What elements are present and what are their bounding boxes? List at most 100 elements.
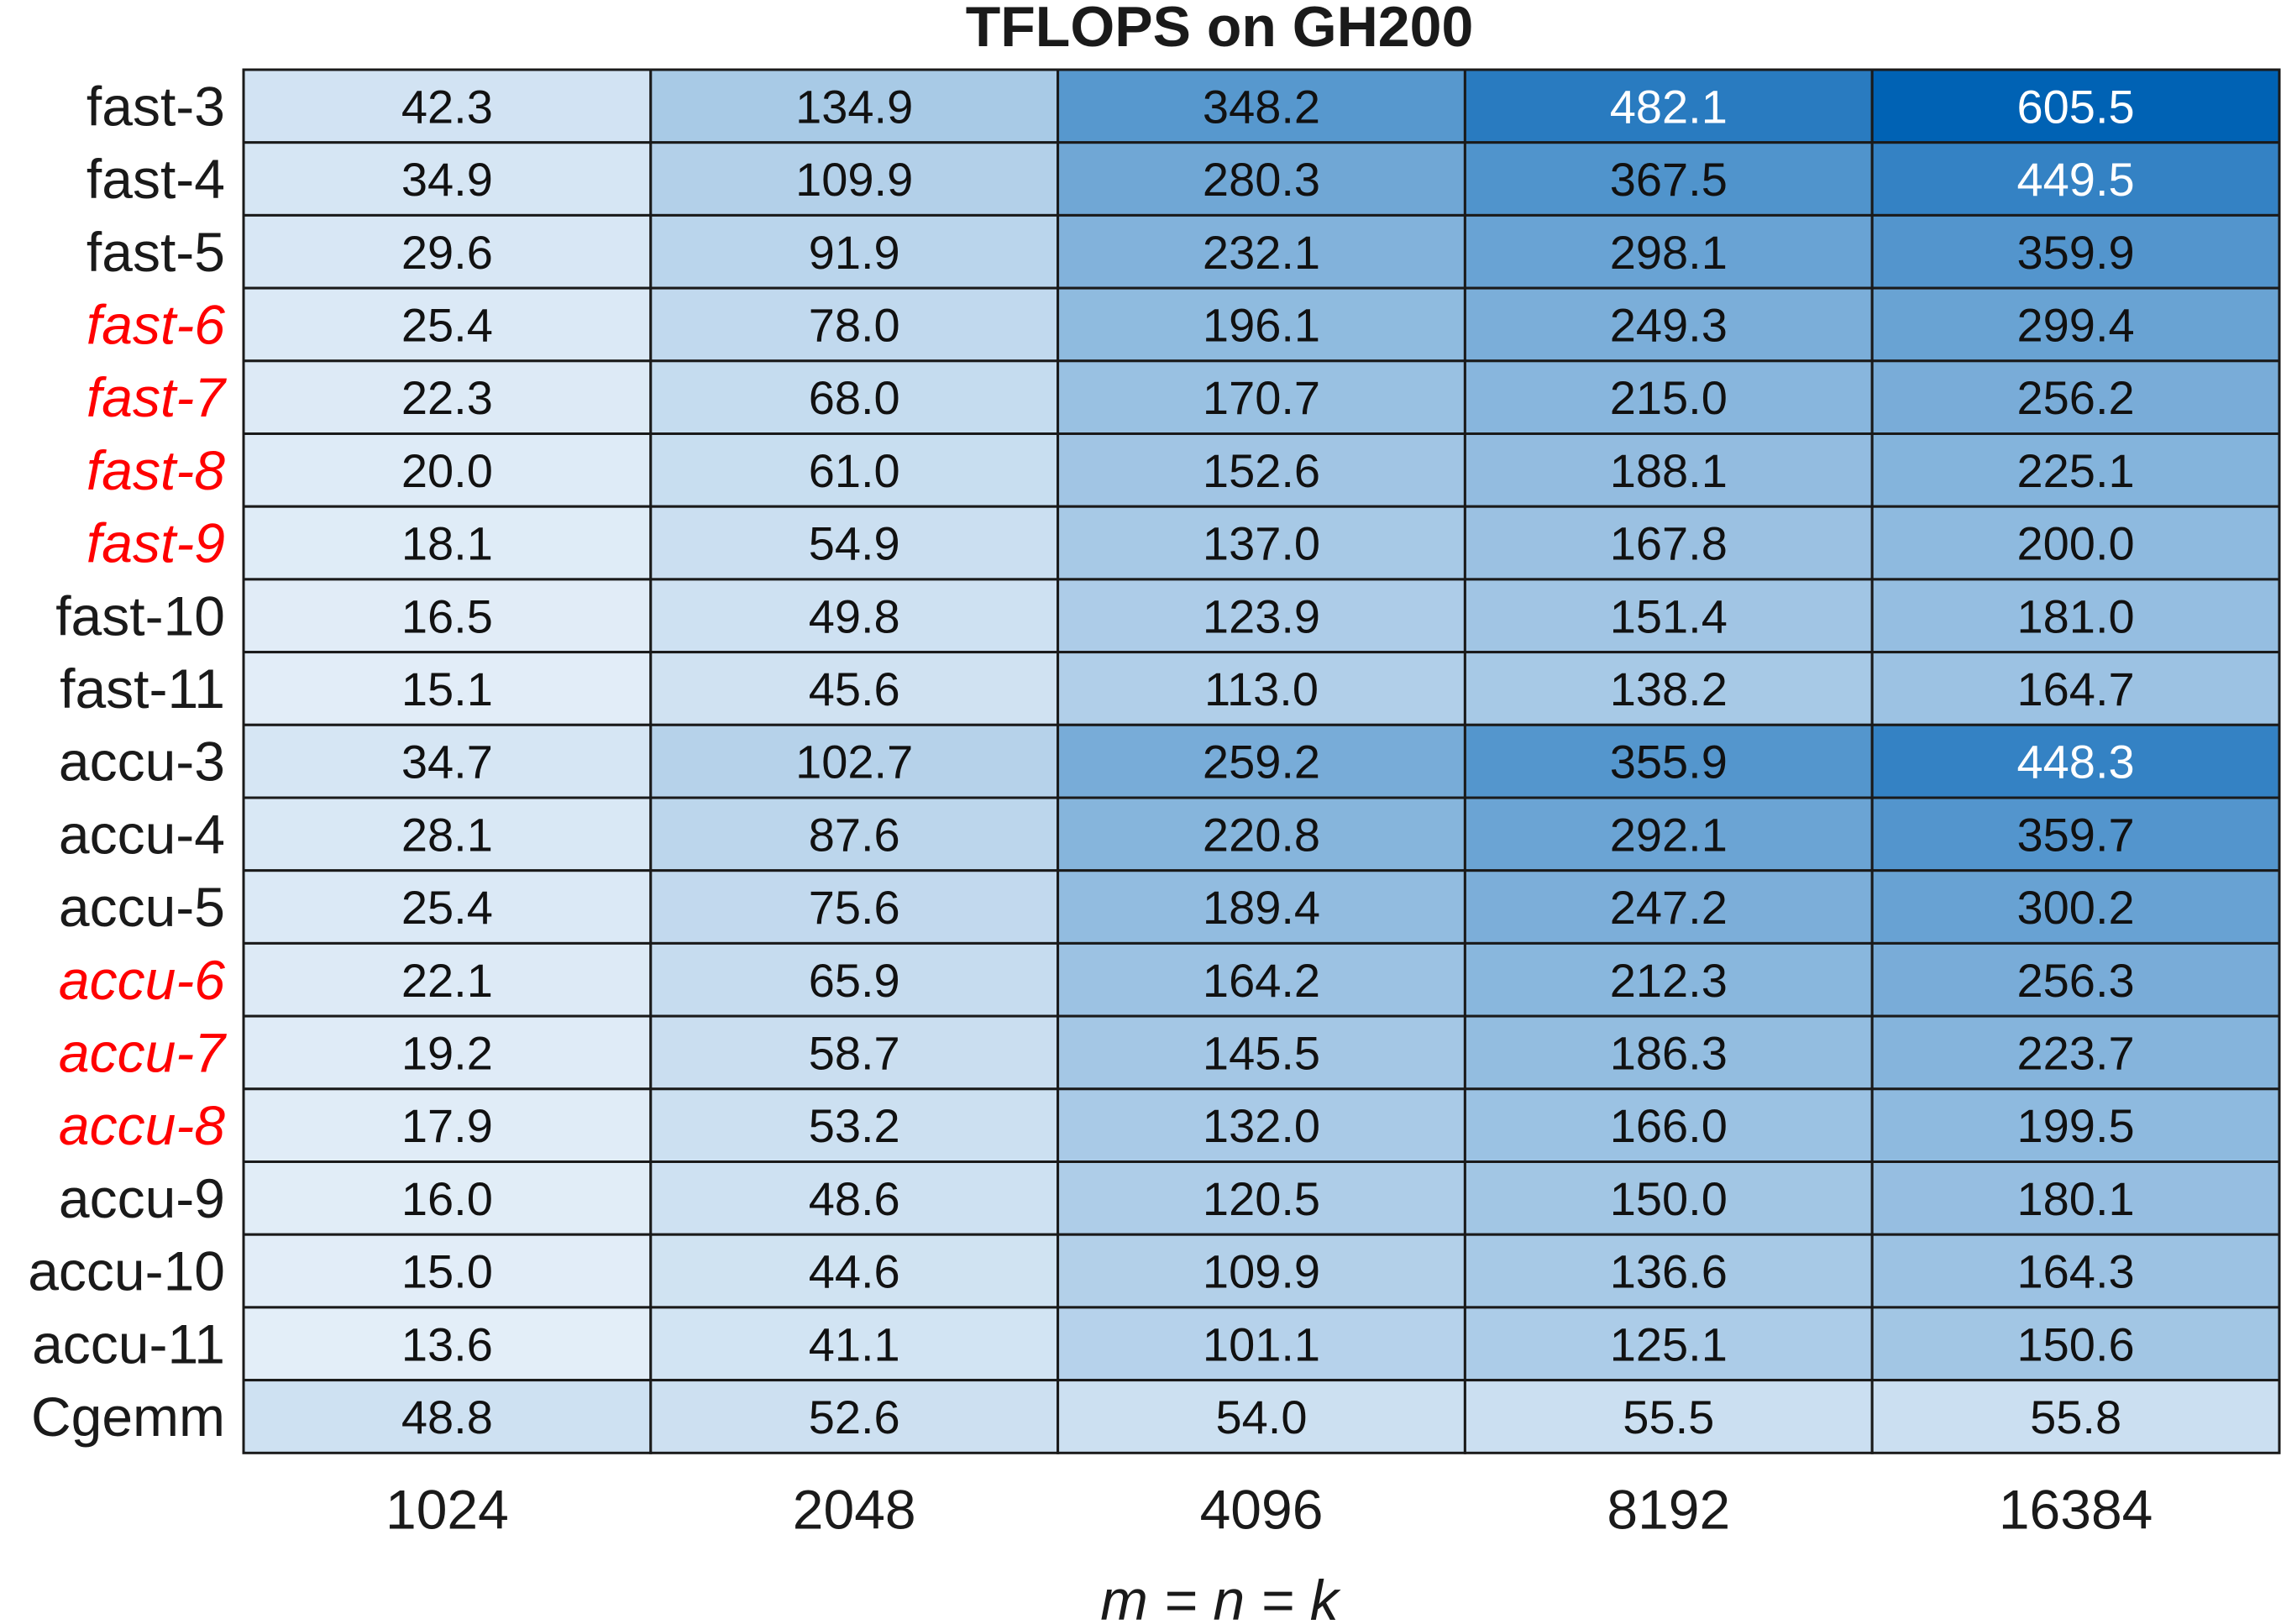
cell-value-label: 136.6: [1610, 1245, 1728, 1298]
cell-value-label: 22.3: [401, 371, 493, 424]
cell-value-label: 256.3: [2017, 954, 2135, 1007]
cell-value-label: 200.0: [2017, 517, 2135, 570]
row-labels: fast-3 fast-4 fast-5 fast-6 fast-7 fast-8 fast…: [28, 75, 227, 1448]
heatmap-cell: [1057, 359, 1466, 435]
heatmap-cell: [1870, 723, 2281, 799]
cell-value-label: 54.9: [809, 517, 900, 570]
heatmap-cell: [1057, 286, 1466, 363]
cell-value-label: 45.6: [809, 663, 900, 715]
cell-value-label: 55.8: [2030, 1391, 2121, 1443]
row-label: fast-9: [87, 512, 225, 574]
row-label: Cgemm: [31, 1386, 225, 1448]
cell-value-label: 367.5: [1610, 153, 1728, 206]
cell-value-label: 186.3: [1610, 1026, 1728, 1079]
cell-value-label: 138.2: [1610, 663, 1728, 715]
heatmap-cell: [1870, 432, 2281, 508]
heatmap-cell: [1870, 651, 2281, 726]
x-tick-label: 4096: [1200, 1478, 1324, 1540]
row-label: accu-11: [32, 1312, 225, 1375]
cell-value-label: 16.0: [401, 1172, 493, 1225]
cell-value-label: 65.9: [809, 954, 900, 1007]
heatmap-cell: [1463, 432, 1874, 508]
heatmap-cell: [1463, 1233, 1874, 1309]
cell-value-label: 212.3: [1610, 954, 1728, 1007]
heatmap-cell: [1870, 1160, 2281, 1236]
cell-value-label: 134.9: [795, 80, 913, 133]
heatmap-cell: [1870, 941, 2281, 1018]
heatmap-cell: [1870, 286, 2281, 363]
cell-value-label: 164.3: [2017, 1245, 2135, 1298]
x-axis-label: m = n = k: [1100, 1569, 1340, 1624]
cell-value-label: 247.2: [1610, 881, 1728, 934]
cell-value-label: 109.9: [795, 153, 913, 206]
chart-title: TFLOPS on GH200: [966, 0, 1474, 59]
heatmap-cell: [1870, 1379, 2281, 1454]
cell-value-label: 298.1: [1610, 226, 1728, 279]
cell-value-label: 188.1: [1610, 444, 1728, 497]
heatmap-cell: [649, 286, 1060, 363]
cell-value-label: 151.4: [1610, 589, 1728, 642]
cell-value-label: 150.0: [1610, 1172, 1728, 1225]
heatmap-cell: [649, 1233, 1060, 1309]
cell-value-label: 25.4: [401, 298, 493, 351]
heatmap-cell: [1870, 1233, 2281, 1309]
cell-value-label: 249.3: [1610, 298, 1728, 351]
cell-value-label: 55.5: [1623, 1391, 1714, 1443]
row-label: fast-7: [87, 366, 227, 428]
cell-value-label: 91.9: [809, 226, 900, 279]
heatmap-cell: [1870, 1306, 2281, 1382]
heatmap-cell: [1870, 1087, 2281, 1164]
row-label: accu-5: [59, 876, 225, 938]
cell-value-label: 34.7: [401, 736, 493, 788]
heatmap-cell: [649, 68, 1060, 144]
cell-value-label: 181.0: [2017, 589, 2135, 642]
cell-value-label: 605.5: [2017, 80, 2135, 133]
cell-value-label: 180.1: [2017, 1172, 2135, 1225]
cell-value-label: 34.9: [401, 153, 493, 206]
heatmap-cell: [1057, 1233, 1466, 1309]
heatmap-cell: [1463, 723, 1874, 799]
heatmap-cell: [242, 68, 653, 144]
heatmap-cell: [1463, 1379, 1874, 1454]
row-label: accu-6: [59, 949, 225, 1011]
cell-value-label: 280.3: [1203, 153, 1320, 206]
cell-value-label: 17.9: [401, 1099, 493, 1152]
cell-value-label: 145.5: [1203, 1026, 1320, 1079]
cell-value-label: 42.3: [401, 80, 493, 133]
heatmap-cell: [242, 723, 653, 799]
heatmap-cell: [1463, 941, 1874, 1018]
cell-value-label: 355.9: [1610, 736, 1728, 788]
cell-value-label: 87.6: [809, 808, 900, 861]
cell-value-label: 300.2: [2017, 881, 2135, 934]
row-label: accu-9: [59, 1167, 225, 1229]
heatmap-cell: [1870, 796, 2281, 872]
cell-value-label: 223.7: [2017, 1026, 2135, 1079]
row-label: accu-10: [28, 1240, 225, 1302]
heatmap-cell: [1463, 869, 1874, 945]
cell-value-label: 44.6: [809, 1245, 900, 1298]
cell-value-label: 53.2: [809, 1099, 900, 1152]
heatmap-cell: [649, 578, 1060, 654]
cell-value-label: 113.0: [1204, 663, 1319, 715]
row-label: fast-6: [87, 293, 225, 355]
cell-value-label: 25.4: [401, 881, 493, 934]
heatmap-cell: [649, 1087, 1060, 1164]
row-label: fast-8: [87, 439, 225, 501]
heatmap-cell: [242, 796, 653, 872]
row-label: fast-10: [55, 584, 225, 647]
heatmap-cell: [242, 505, 653, 581]
heatmap-cell: [649, 651, 1060, 726]
cell-value-label: 164.7: [2017, 663, 2135, 715]
heatmap-cell: [1057, 1014, 1466, 1091]
x-tick-label: 8192: [1607, 1478, 1730, 1540]
cell-value-label: 109.9: [1203, 1245, 1320, 1298]
heatmap-cell: [1057, 432, 1466, 508]
cell-value-label: 299.4: [2017, 298, 2135, 351]
heatmap-cell: [1057, 1379, 1466, 1454]
heatmap-cell: [649, 1014, 1060, 1091]
cell-value-label: 102.7: [795, 736, 913, 788]
cell-value-label: 123.9: [1203, 589, 1320, 642]
heatmap-cell: [649, 1306, 1060, 1382]
cell-value-label: 49.8: [809, 589, 900, 642]
heatmap-cell: [1463, 1087, 1874, 1164]
